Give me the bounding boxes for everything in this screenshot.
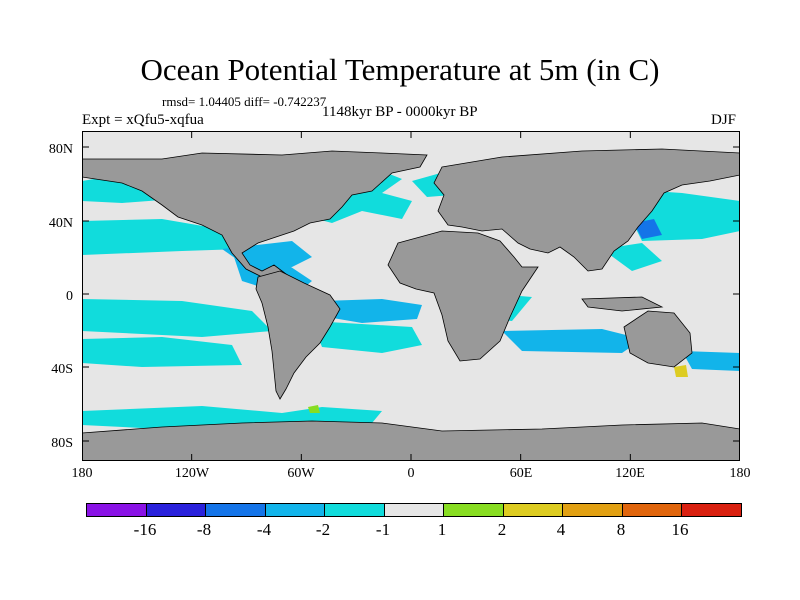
colorbar-swatch	[622, 504, 683, 516]
map-ticks	[82, 131, 740, 461]
antarctica	[82, 420, 740, 461]
colorbar-swatch	[146, 504, 207, 516]
season-label: DJF	[711, 112, 737, 128]
colorbar-swatch	[87, 504, 147, 516]
anomaly-patch	[682, 351, 740, 371]
lon-label: 60W	[287, 466, 315, 481]
colorbar-label: -4	[256, 520, 272, 539]
south-america	[255, 270, 341, 400]
colorbar-swatch	[503, 504, 564, 516]
colorbar-label: -8	[196, 520, 212, 539]
colorbar-label: -16	[133, 520, 157, 539]
anomaly-patch	[674, 365, 688, 377]
lat-label: 80S	[51, 436, 73, 451]
lon-label: 120W	[174, 466, 210, 481]
anomaly-patch	[308, 405, 320, 413]
lat-label: 40N	[48, 216, 73, 231]
colorbar-swatch	[325, 504, 385, 516]
map-plot	[82, 131, 740, 461]
lon-label: 180	[71, 466, 93, 481]
anomaly-patch	[502, 329, 642, 353]
colorbar-label: 4	[556, 520, 566, 539]
anomaly-patch	[82, 337, 242, 367]
anomaly-patch	[82, 219, 242, 255]
colorbar-swatch	[384, 504, 445, 516]
australia	[623, 310, 693, 368]
colorbar-label: -1	[375, 520, 391, 539]
anomaly-patch	[82, 299, 272, 337]
lat-label: 40S	[51, 362, 73, 377]
experiment-label: Expt = xQfu5-xqfua	[82, 112, 204, 128]
colorbar	[86, 503, 742, 517]
lon-label: 60E	[509, 466, 533, 481]
stats-text: rmsd= 1.04405 diff= -0.742237	[162, 94, 327, 109]
anomaly-patch	[602, 243, 662, 271]
anomaly-patch	[312, 321, 422, 353]
colorbar-swatch	[444, 504, 504, 516]
africa	[387, 230, 539, 362]
indonesia	[581, 296, 664, 312]
colorbar-swatch	[206, 504, 266, 516]
colorbar-swatch	[682, 504, 742, 516]
colorbar-swatch	[265, 504, 326, 516]
lon-label: 180	[729, 466, 751, 481]
north-america-greenland	[82, 150, 428, 278]
lat-label: 0	[66, 289, 73, 304]
eurasia	[433, 148, 740, 272]
colorbar-label: -2	[315, 520, 331, 539]
lon-label: 0	[407, 466, 415, 481]
lon-label: 120E	[615, 466, 645, 481]
lat-label: 80N	[48, 142, 73, 157]
colorbar-label: 2	[497, 520, 507, 539]
colorbar-label: 1	[437, 520, 447, 539]
land-masses	[82, 148, 740, 461]
colorbar-swatch	[563, 504, 623, 516]
plot-title: Ocean Potential Temperature at 5m (in C)	[140, 52, 660, 87]
anomaly-patch	[322, 299, 422, 323]
colorbar-label: 16	[671, 520, 689, 539]
colorbar-label: 8	[616, 520, 626, 539]
period-label: 1148kyr BP - 0000kyr BP	[322, 104, 478, 120]
